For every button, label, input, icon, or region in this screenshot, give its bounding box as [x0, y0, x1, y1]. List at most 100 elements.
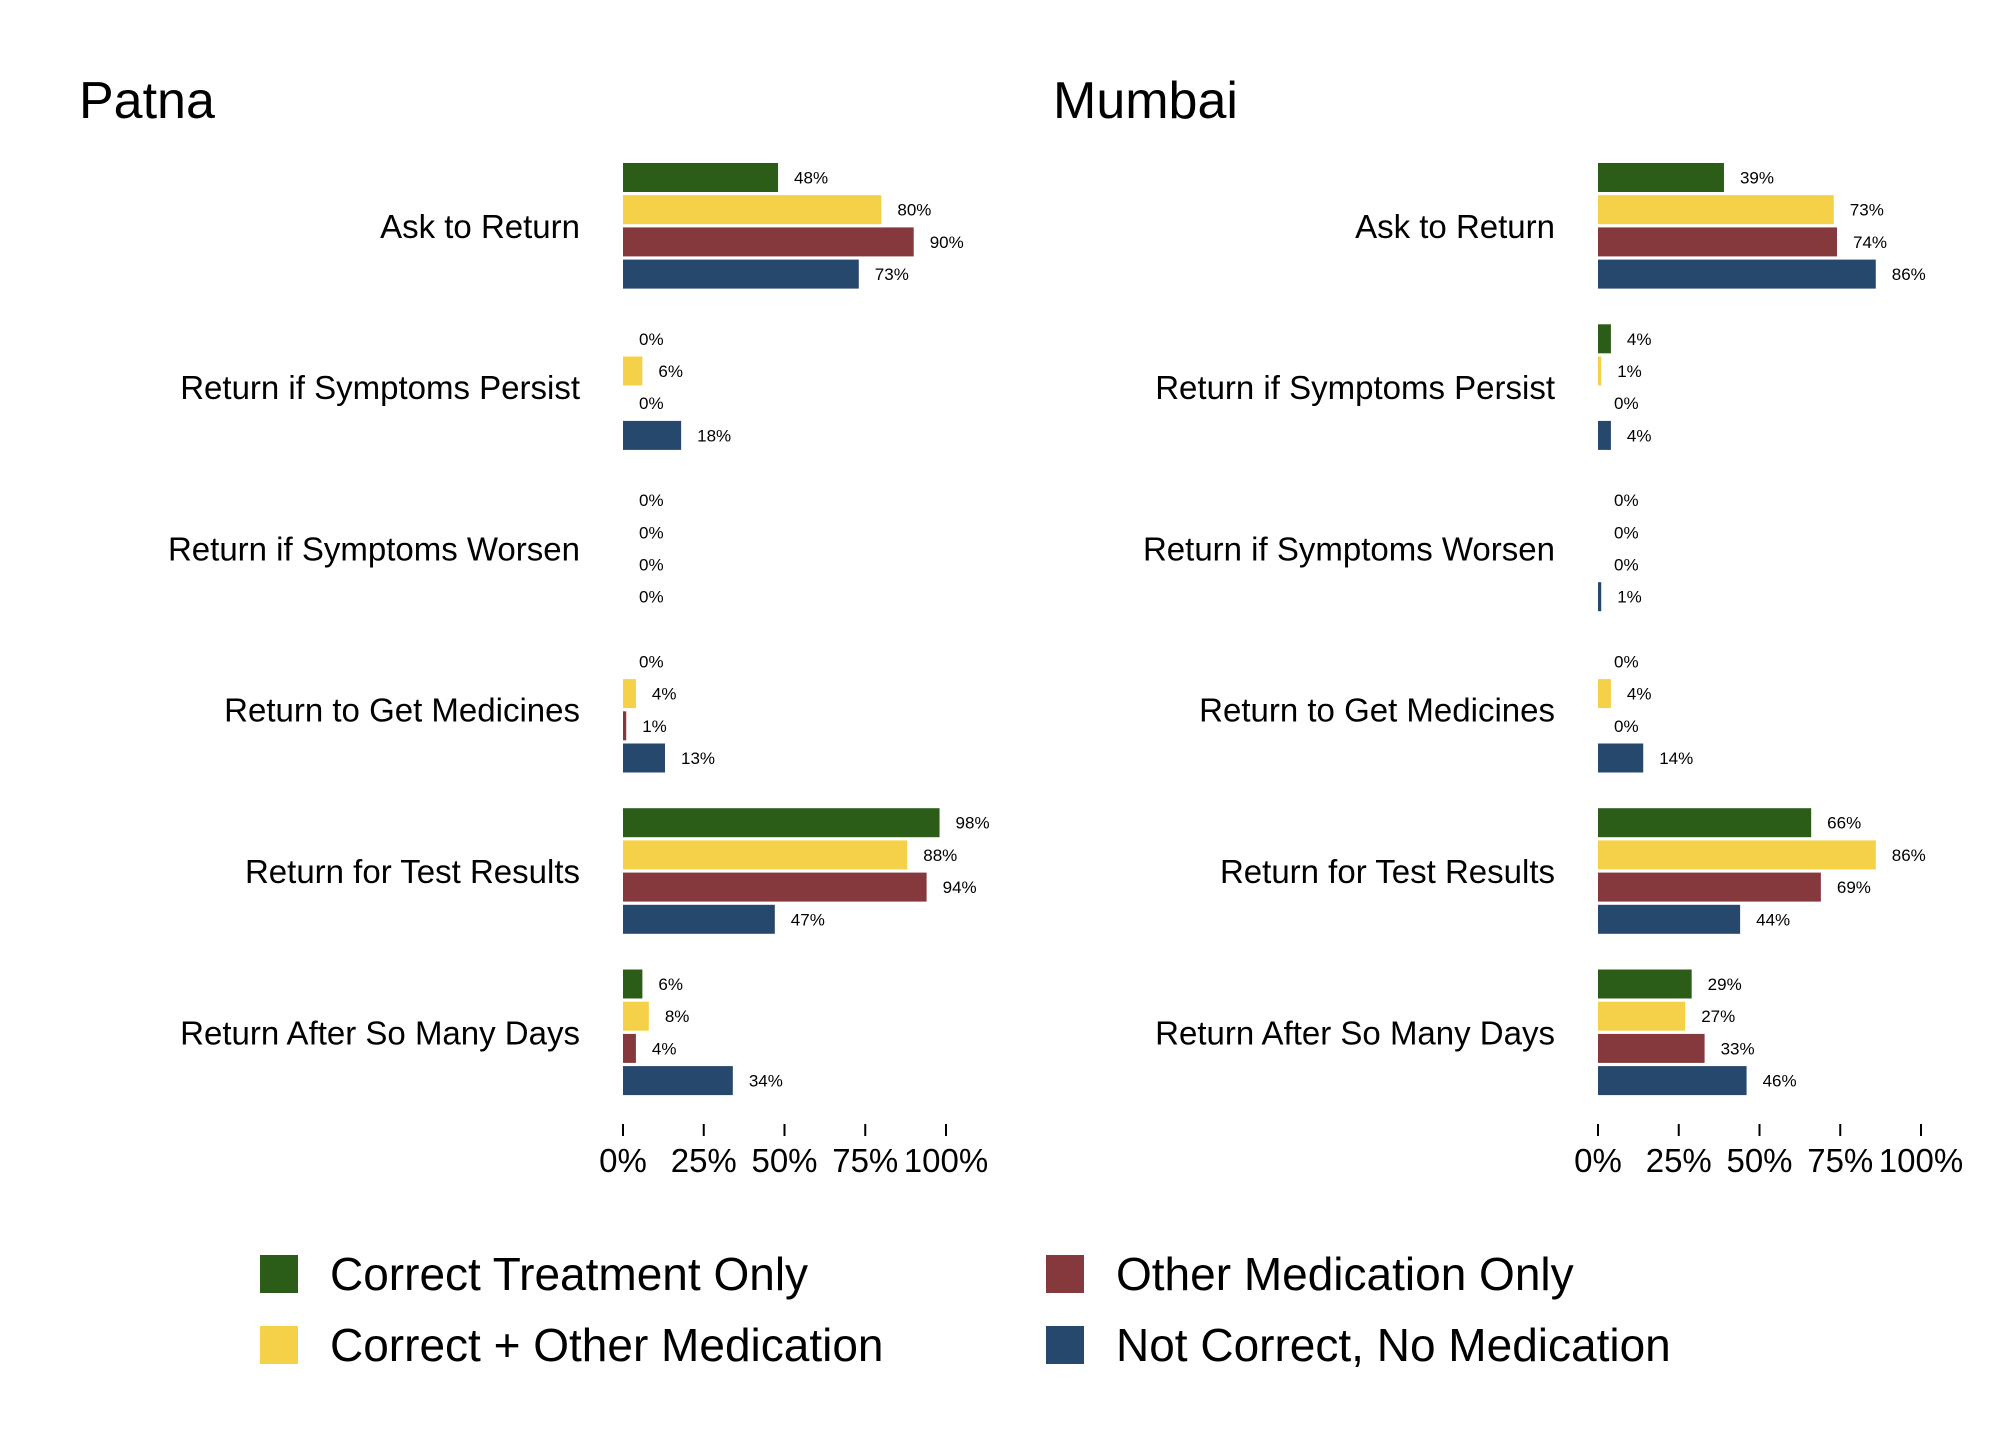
- patna-data-label: 0%: [639, 394, 664, 413]
- patna-bar-not-correct-no-medication: [623, 904, 775, 934]
- mumbai-bar-correct-other-medication: [1598, 195, 1834, 225]
- patna-data-label: 1%: [642, 717, 667, 736]
- patna-category-label: Ask to Return: [380, 208, 580, 245]
- patna-data-label: 80%: [897, 201, 931, 220]
- mumbai-data-label: 4%: [1627, 330, 1652, 349]
- patna-data-label: 6%: [658, 975, 683, 994]
- mumbai-data-label: 14%: [1659, 749, 1693, 768]
- mumbai-data-label: 0%: [1614, 556, 1639, 575]
- mumbai-category-label: Return if Symptoms Worsen: [1143, 530, 1555, 567]
- patna-data-label: 4%: [652, 685, 677, 704]
- legend-swatch-correct-other-medication: [260, 1326, 298, 1364]
- patna-bar-correct-other-medication: [623, 356, 643, 386]
- patna-category-label: Return for Test Results: [245, 853, 580, 890]
- mumbai-data-label: 86%: [1892, 265, 1926, 284]
- mumbai-bar-other-medication-only: [1598, 872, 1821, 902]
- mumbai-x-tick-label: 75%: [1807, 1142, 1873, 1179]
- legend-label-correct-treatment-only: Correct Treatment Only: [330, 1248, 808, 1300]
- mumbai-data-label: 66%: [1827, 814, 1861, 833]
- mumbai-x-tick-label: 0%: [1574, 1142, 1622, 1179]
- mumbai-data-label: 29%: [1708, 975, 1742, 994]
- mumbai-panel: Mumbai Ask to Return 39% 73% 74% 86% Return if…: [1053, 72, 1963, 1179]
- patna-category-label: Return After So Many Days: [180, 1014, 580, 1051]
- mumbai-category-label: Return if Symptoms Persist: [1155, 369, 1555, 406]
- mumbai-bar-other-medication-only: [1598, 1033, 1705, 1063]
- mumbai-data-label: 1%: [1617, 362, 1642, 381]
- patna-data-label: 4%: [652, 1039, 677, 1058]
- mumbai-x-tick-label: 50%: [1726, 1142, 1792, 1179]
- patna-category-label: Return if Symptoms Persist: [180, 369, 580, 406]
- mumbai-data-label: 44%: [1756, 910, 1790, 929]
- patna-data-label: 0%: [639, 588, 664, 607]
- legend: Correct Treatment Only Other Medication O…: [260, 1248, 1671, 1371]
- mumbai-bar-other-medication-only: [1598, 227, 1838, 257]
- patna-data-label: 88%: [923, 846, 957, 865]
- mumbai-bar-not-correct-no-medication: [1598, 743, 1644, 773]
- patna-data-label: 6%: [658, 362, 683, 381]
- patna-data-label: 0%: [639, 523, 664, 542]
- mumbai-data-label: 0%: [1614, 717, 1639, 736]
- mumbai-data-label: 0%: [1614, 394, 1639, 413]
- patna-bar-correct-other-medication: [623, 195, 882, 225]
- mumbai-x-tick-label: 100%: [1879, 1142, 1963, 1179]
- mumbai-bar-not-correct-no-medication: [1598, 420, 1611, 450]
- mumbai-bar-correct-other-medication: [1598, 840, 1876, 870]
- patna-bar-other-medication-only: [623, 711, 627, 741]
- mumbai-data-label: 39%: [1740, 169, 1774, 188]
- mumbai-data-label: 4%: [1627, 426, 1652, 445]
- patna-bar-other-medication-only: [623, 872, 927, 902]
- mumbai-data-label: 33%: [1721, 1039, 1755, 1058]
- mumbai-data-label: 73%: [1850, 201, 1884, 220]
- patna-bar-other-medication-only: [623, 1033, 636, 1063]
- mumbai-data-label: 1%: [1617, 588, 1642, 607]
- patna-data-label: 94%: [943, 878, 977, 897]
- mumbai-data-label: 74%: [1853, 233, 1887, 252]
- mumbai-bar-correct-treatment-only: [1598, 969, 1692, 999]
- patna-category-label: Return to Get Medicines: [224, 692, 580, 729]
- patna-panel: Patna Ask to Return 48% 80% 90% 73% Return if …: [79, 72, 990, 1179]
- patna-x-tick-label: 75%: [832, 1142, 898, 1179]
- mumbai-bar-correct-treatment-only: [1598, 163, 1724, 192]
- patna-bar-other-medication-only: [623, 227, 914, 257]
- patna-data-label: 8%: [665, 1007, 690, 1026]
- patna-bar-correct-other-medication: [623, 840, 908, 870]
- patna-data-label: 47%: [791, 910, 825, 929]
- patna-chart-title: Patna: [79, 72, 215, 130]
- mumbai-data-label: 4%: [1627, 685, 1652, 704]
- patna-x-tick-label: 100%: [904, 1142, 988, 1179]
- patna-data-label: 0%: [639, 330, 664, 349]
- mumbai-data-label: 27%: [1701, 1007, 1735, 1026]
- legend-swatch-other-medication-only: [1046, 1255, 1084, 1293]
- patna-bar-not-correct-no-medication: [623, 743, 665, 773]
- patna-category-label: Return if Symptoms Worsen: [168, 530, 580, 567]
- patna-data-label: 13%: [681, 749, 715, 768]
- patna-bar-not-correct-no-medication: [623, 259, 859, 289]
- patna-bar-correct-other-medication: [623, 679, 636, 709]
- mumbai-bar-correct-other-medication: [1598, 679, 1611, 709]
- mumbai-category-label: Return for Test Results: [1220, 853, 1555, 890]
- mumbai-data-label: 69%: [1837, 878, 1871, 897]
- mumbai-bar-not-correct-no-medication: [1598, 582, 1602, 612]
- mumbai-data-label: 0%: [1614, 523, 1639, 542]
- mumbai-bar-not-correct-no-medication: [1598, 1066, 1747, 1096]
- mumbai-bar-correct-other-medication: [1598, 356, 1602, 386]
- patna-data-label: 34%: [749, 1072, 783, 1091]
- mumbai-category-label: Return After So Many Days: [1155, 1014, 1555, 1051]
- patna-bar-correct-other-medication: [623, 1001, 649, 1031]
- mumbai-data-label: 86%: [1892, 846, 1926, 865]
- mumbai-data-label: 0%: [1614, 652, 1639, 671]
- mumbai-data-label: 46%: [1763, 1072, 1797, 1091]
- mumbai-bar-correct-treatment-only: [1598, 324, 1611, 354]
- patna-x-tick-label: 25%: [671, 1142, 737, 1179]
- mumbai-data-label: 0%: [1614, 491, 1639, 510]
- patna-data-label: 98%: [956, 814, 990, 833]
- mumbai-bar-correct-treatment-only: [1598, 808, 1812, 838]
- legend-label-not-correct-no-medication: Not Correct, No Medication: [1116, 1319, 1671, 1371]
- legend-label-other-medication-only: Other Medication Only: [1116, 1248, 1574, 1300]
- patna-data-label: 48%: [794, 169, 828, 188]
- patna-data-label: 0%: [639, 556, 664, 575]
- legend-swatch-correct-treatment-only: [260, 1255, 298, 1293]
- patna-data-label: 0%: [639, 491, 664, 510]
- patna-data-label: 18%: [697, 426, 731, 445]
